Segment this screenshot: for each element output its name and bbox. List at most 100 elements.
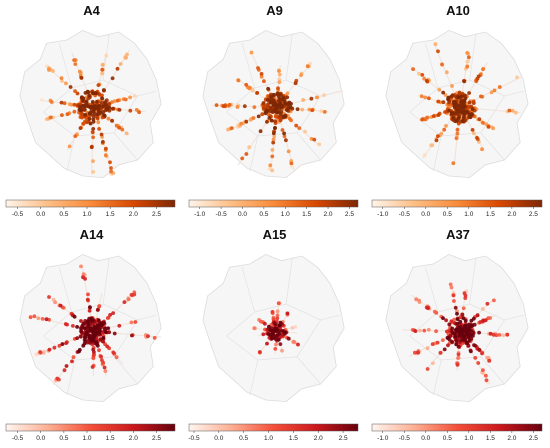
station-point	[115, 98, 120, 103]
district-border	[480, 95, 505, 133]
station-point	[84, 99, 89, 104]
station-point	[273, 119, 277, 124]
colorbar-tick-label: 1.0	[83, 211, 92, 218]
station-point	[452, 332, 457, 336]
map-panel-a37: A37 -1.0 -0.5 0.0 0.5 1.0 1.5 2.0 2.5	[366, 224, 550, 448]
station-point	[133, 320, 138, 324]
station-point	[69, 102, 74, 107]
station-point	[277, 80, 282, 84]
station-point	[470, 127, 475, 132]
colorbar-tick-label: -1.0	[377, 211, 389, 218]
station-point	[491, 126, 495, 131]
station-point	[414, 297, 419, 302]
district-border	[469, 33, 524, 97]
colorbar-tick-label: 2.5	[152, 211, 161, 218]
station-point	[247, 145, 252, 150]
station-point	[455, 127, 460, 132]
station-point	[434, 329, 438, 334]
station-point	[88, 341, 92, 345]
station-point	[86, 292, 90, 297]
station-point	[280, 103, 285, 108]
station-point	[463, 96, 468, 101]
district-border	[296, 319, 321, 357]
station-point	[120, 127, 125, 132]
station-point	[108, 313, 112, 317]
station-point	[282, 131, 286, 136]
station-point	[455, 131, 460, 136]
station-point	[130, 333, 134, 338]
station-point	[270, 168, 275, 173]
station-point	[258, 129, 263, 134]
station-point	[97, 103, 102, 108]
station-point	[469, 349, 473, 354]
station-point	[497, 333, 502, 337]
station-point	[442, 127, 447, 132]
station-point	[463, 319, 468, 323]
colorbar-tick-label: 0.5	[59, 435, 68, 442]
station-point	[277, 77, 282, 82]
station-point	[431, 114, 436, 118]
station-point	[464, 323, 468, 328]
station-point	[124, 131, 129, 136]
station-point	[268, 100, 273, 105]
colorbar-tick-label: 2.0	[129, 435, 138, 442]
station-point	[102, 365, 107, 370]
colorbar-tick-label: -1.0	[194, 211, 206, 218]
station-point	[59, 76, 64, 80]
colorbar-tick-label: 1.5	[106, 435, 115, 442]
map-panel-a4: A4 -0.5 0.0 0.5 1.0 1.5 2.0 2.5	[0, 0, 183, 224]
station-point	[62, 368, 67, 373]
district-border	[296, 95, 321, 133]
station-point	[480, 351, 484, 356]
station-point	[88, 305, 92, 310]
station-point	[455, 103, 460, 107]
station-point	[92, 325, 97, 329]
station-point	[436, 49, 440, 54]
station-point	[290, 164, 294, 169]
station-point	[425, 115, 429, 120]
station-point	[515, 75, 519, 80]
station-point	[452, 299, 456, 303]
station-point	[456, 352, 461, 357]
station-point	[435, 340, 440, 345]
colorbar-tick-label: 0.0	[214, 435, 223, 442]
station-point	[110, 118, 114, 123]
station-point	[32, 314, 37, 319]
station-point	[436, 99, 441, 104]
station-point	[71, 324, 75, 328]
station-point	[81, 275, 85, 280]
colorbar-tick-label: 0.5	[239, 435, 248, 442]
station-point	[97, 348, 101, 353]
station-point	[481, 318, 486, 323]
station-point	[423, 95, 428, 100]
colorbar	[5, 423, 176, 432]
station-point	[473, 356, 478, 360]
station-point	[463, 338, 467, 342]
station-point	[261, 332, 266, 337]
colorbar-tick-label: 2.0	[314, 435, 323, 442]
station-point	[274, 342, 278, 347]
station-point	[303, 129, 307, 134]
station-point	[263, 111, 268, 116]
station-point	[461, 306, 466, 311]
station-point	[485, 301, 490, 306]
station-point	[434, 311, 439, 315]
station-point	[104, 146, 108, 151]
station-point	[251, 116, 256, 120]
station-point	[507, 108, 512, 113]
station-point	[282, 134, 287, 139]
station-point	[111, 106, 115, 111]
station-point	[60, 342, 65, 346]
station-point	[271, 92, 276, 97]
station-point	[244, 119, 249, 124]
station-point	[81, 104, 85, 108]
station-point	[106, 116, 111, 121]
station-point	[105, 316, 110, 320]
station-point	[280, 329, 285, 333]
station-point	[468, 115, 473, 120]
station-point	[65, 112, 70, 117]
station-point	[439, 131, 444, 136]
station-point	[110, 76, 115, 81]
station-point	[82, 341, 87, 346]
station-point	[270, 330, 275, 335]
